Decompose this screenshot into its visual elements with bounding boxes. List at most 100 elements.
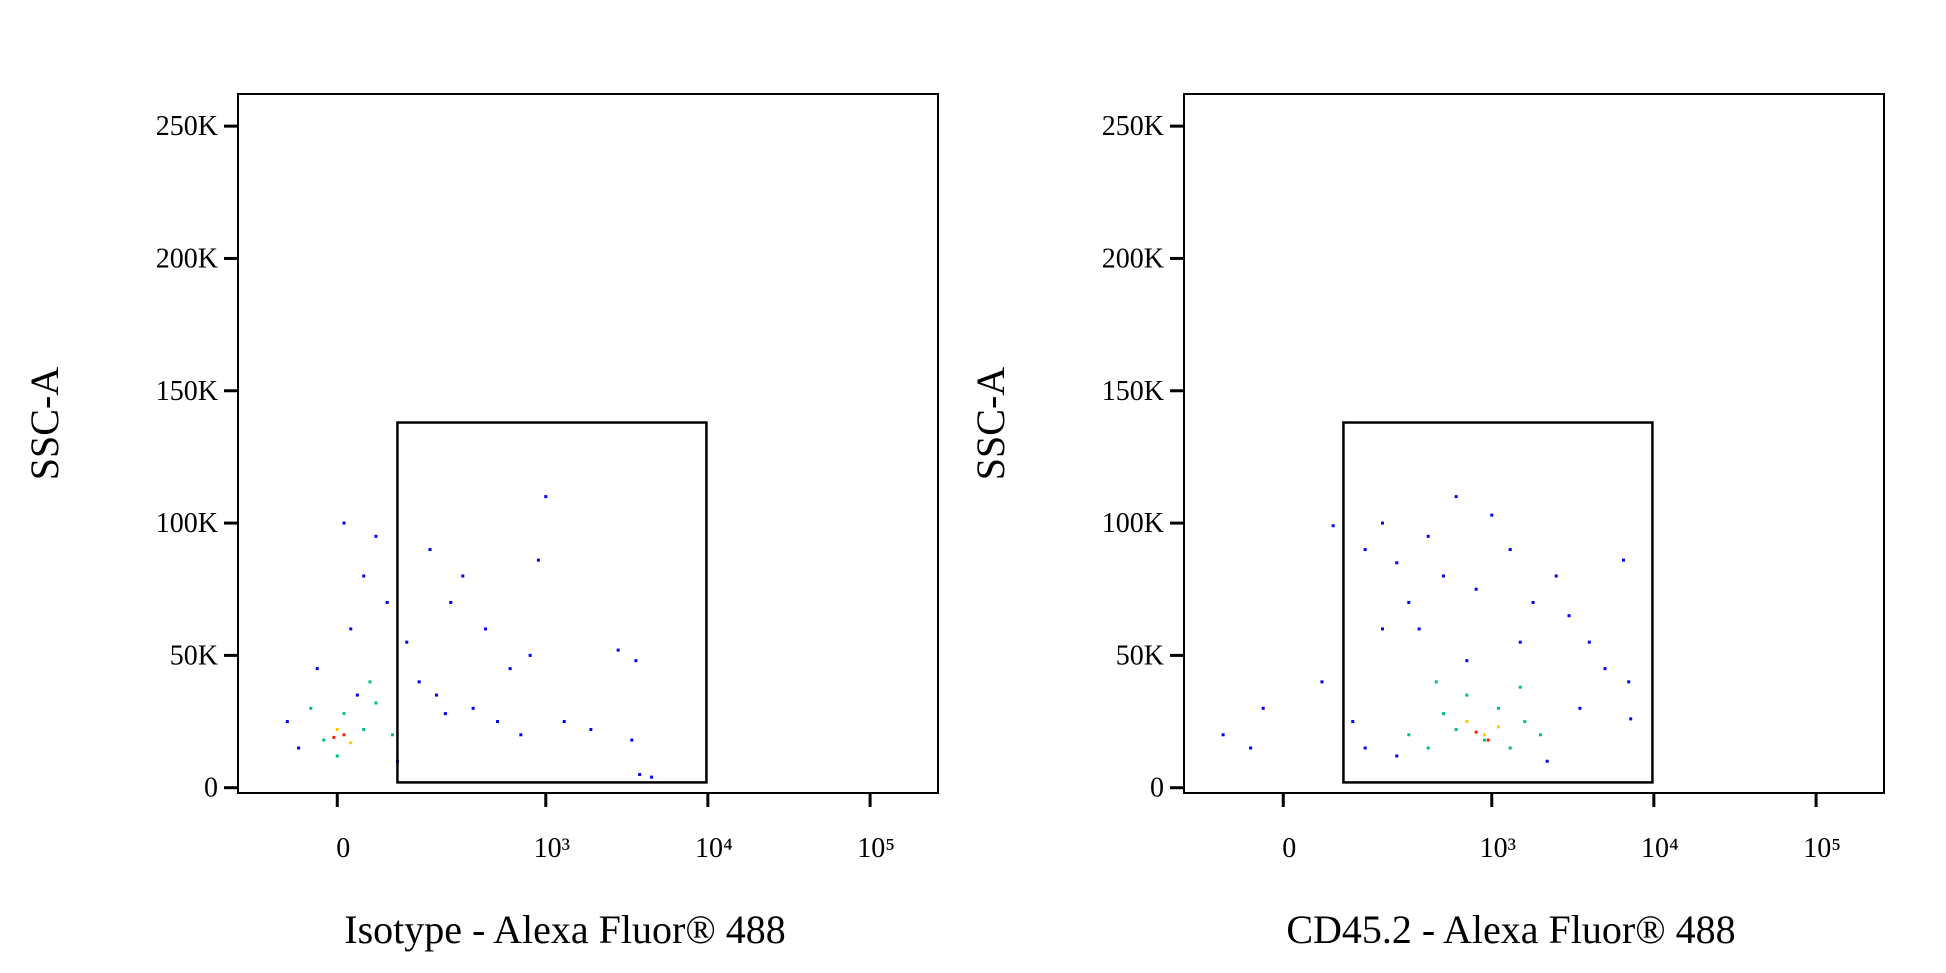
event-dot	[1482, 733, 1486, 737]
plot-frame	[237, 93, 939, 794]
event-dot	[1441, 712, 1445, 716]
event-dot	[1508, 746, 1512, 750]
event-dot	[484, 627, 488, 631]
event-dot	[1545, 759, 1549, 763]
y-tick-label: 150K	[1102, 376, 1164, 407]
event-dot	[1587, 640, 1591, 644]
x-axis-title: Isotype - Alexa Fluor® 488	[344, 907, 785, 952]
event-dot	[1474, 587, 1478, 591]
event-dot	[1249, 746, 1253, 750]
event-dot	[428, 548, 432, 552]
x-axis-title: CD45.2 - Alexa Fluor® 488	[1286, 907, 1735, 952]
y-tick-label: 50K	[170, 640, 218, 671]
x-tick-label: 10⁴	[1641, 833, 1679, 864]
event-dot	[449, 600, 453, 604]
event-dot	[616, 648, 620, 652]
event-dot	[1603, 667, 1607, 671]
event-dot	[322, 738, 326, 742]
event-dot	[1482, 738, 1486, 742]
event-dot	[508, 667, 512, 671]
event-dot	[519, 733, 523, 737]
event-dot	[355, 693, 359, 697]
event-dot	[309, 706, 313, 710]
event-dot	[1486, 738, 1490, 742]
y-tick-label: 100K	[1102, 508, 1164, 539]
event-dot	[417, 680, 421, 684]
event-dot	[362, 574, 366, 578]
y-tick-label: 100K	[156, 508, 218, 539]
y-tick-label: 200K	[156, 243, 218, 274]
event-dot	[443, 712, 447, 716]
x-tick-label: 10³	[1480, 833, 1516, 864]
event-dot	[1426, 746, 1430, 750]
event-dot	[589, 727, 593, 731]
event-dot	[349, 627, 353, 631]
event-dot	[1496, 706, 1500, 710]
event-dot	[1465, 659, 1469, 663]
event-dot	[342, 521, 346, 525]
event-dot	[1627, 680, 1631, 684]
event-dot	[1518, 640, 1522, 644]
event-dot	[285, 720, 289, 724]
event-dot	[1554, 574, 1558, 578]
event-dot	[528, 653, 532, 657]
y-tick-label: 200K	[1102, 243, 1164, 274]
event-dot	[1496, 725, 1500, 729]
event-dot	[342, 733, 346, 737]
event-dot	[1407, 733, 1411, 737]
event-dot	[562, 720, 566, 724]
y-tick-label: 250K	[1102, 111, 1164, 142]
plot-frame	[1183, 93, 1885, 794]
event-dot	[1465, 720, 1469, 724]
event-dot	[1531, 600, 1535, 604]
event-dot	[634, 659, 638, 663]
event-dot	[1567, 614, 1571, 618]
event-dot	[1465, 693, 1469, 697]
event-dot	[1395, 754, 1399, 758]
event-dot	[315, 667, 319, 671]
event-dot	[374, 534, 378, 538]
event-dot	[1454, 727, 1458, 731]
event-dot	[1490, 513, 1494, 517]
event-dot	[332, 735, 336, 739]
event-dot	[335, 727, 339, 731]
event-dot	[1474, 730, 1478, 734]
event-dot	[495, 720, 499, 724]
x-tick-label: 0	[1282, 833, 1296, 864]
event-dot	[1426, 534, 1430, 538]
event-dot	[1407, 600, 1411, 604]
event-dot	[1434, 680, 1438, 684]
y-tick-label: 50K	[1116, 640, 1164, 671]
event-dot	[1454, 495, 1458, 499]
event-dot	[385, 600, 389, 604]
event-dot	[536, 558, 540, 562]
event-dot	[368, 680, 372, 684]
y-axis-title: SSC-A	[22, 367, 67, 480]
y-tick-label: 150K	[156, 376, 218, 407]
event-dot	[1538, 733, 1542, 737]
event-dot	[405, 640, 409, 644]
event-dot	[544, 495, 548, 499]
y-tick-label: 0	[1150, 773, 1164, 804]
x-tick-label: 10⁴	[695, 833, 733, 864]
y-axis-title: SSC-A	[968, 367, 1013, 480]
event-dot	[1363, 746, 1367, 750]
event-dot	[1381, 627, 1385, 631]
event-dot	[1261, 706, 1265, 710]
x-tick-label: 10³	[534, 833, 570, 864]
event-dot	[1441, 574, 1445, 578]
event-dot	[1621, 558, 1625, 562]
event-dot	[1331, 524, 1335, 528]
event-dot	[461, 574, 465, 578]
event-dot	[1417, 627, 1421, 631]
event-dot	[1395, 561, 1399, 565]
gate	[1342, 421, 1654, 784]
event-dot	[349, 741, 353, 745]
y-tick-label: 0	[204, 773, 218, 804]
event-dot	[1363, 548, 1367, 552]
event-dot	[1381, 521, 1385, 525]
event-dot	[1351, 720, 1355, 724]
event-dot	[435, 693, 439, 697]
